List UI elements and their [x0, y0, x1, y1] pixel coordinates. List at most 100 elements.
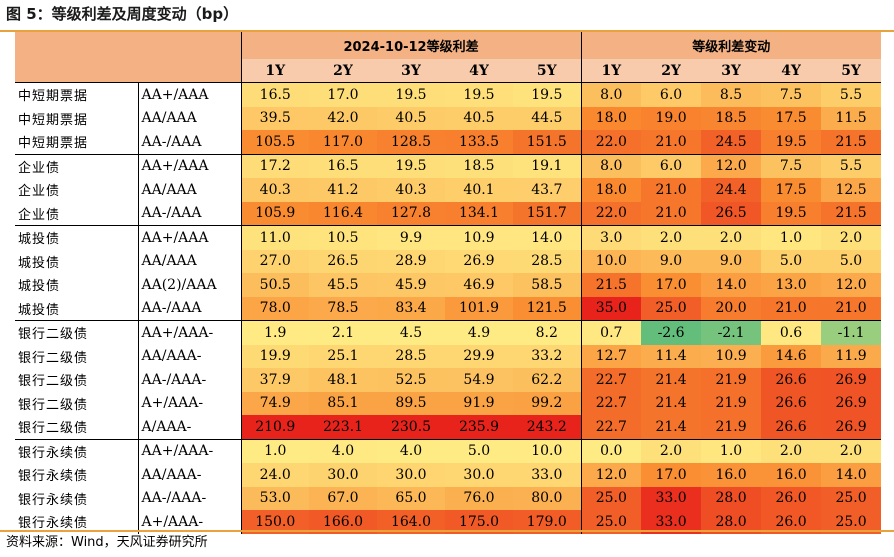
spread-cell: 121.5: [513, 296, 582, 321]
header-row-tenor: 1Y 2Y 3Y 4Y 5Y 1Y 2Y 3Y 4Y 5Y: [15, 59, 882, 83]
spread-cell: 128.5: [377, 130, 445, 154]
spread-cell: 48.1: [309, 368, 377, 392]
spread-cell: 99.2: [513, 391, 582, 415]
spread-cell: 14.0: [513, 225, 582, 250]
change-cell: 3.0: [580, 225, 642, 250]
spread-cell: 25.1: [309, 344, 377, 368]
table-row: 中短期票据 AA/AAA 39.5 42.0 40.5 40.5 44.5 18.0 19.0 1…: [15, 106, 882, 130]
change-cell: 0.0: [580, 438, 642, 463]
spread-cell: 243.2: [513, 415, 582, 439]
table-row: 中短期票据 AA-/AAA 105.5 117.0 128.5 133.5 151.5 22.…: [15, 130, 882, 154]
change-cell: 7.5: [761, 153, 822, 178]
spread-cell: 4.0: [309, 438, 377, 463]
spread-cell: 105.9: [240, 201, 309, 226]
spread-cell: 151.5: [513, 130, 582, 154]
table-row: 银行永续债 AA/AAA- 24.0 30.0 30.0 30.0 33.0 12.0 17.0…: [15, 463, 882, 487]
spread-cell: 33.2: [513, 344, 582, 368]
rating-pair-label: AA/AAA-: [141, 466, 202, 483]
change-cell: 22.7: [580, 368, 642, 392]
spread-tenor-header: 2Y: [309, 59, 377, 83]
table-row: 企业债 AA/AAA 40.3 41.2 40.3 40.1 43.7 18.0 21.0 24.…: [15, 178, 882, 202]
change-cell: 0.6: [761, 320, 822, 345]
change-cell: 12.7: [580, 344, 642, 368]
change-cell: 1.0: [701, 438, 762, 463]
spread-cell: 16.5: [240, 82, 309, 107]
spread-cell: 89.5: [377, 391, 445, 415]
spread-cell: 19.5: [377, 82, 445, 107]
change-cell: 21.9: [701, 368, 762, 392]
change-cell: 5.0: [821, 249, 882, 273]
spread-cell: 18.5: [445, 153, 513, 178]
spread-cell: 2.1: [309, 320, 377, 345]
table-row: 城投债 AA+/AAA 11.0 10.5 9.9 10.9 14.0 3.0 2.0 2.0 1.…: [15, 225, 882, 250]
bond-type-label: 银行永续债: [15, 486, 139, 510]
change-cell: 2.0: [821, 225, 882, 250]
spread-group-header: 2024-10-12等级利差: [240, 32, 582, 59]
spread-cell: 91.9: [445, 391, 513, 415]
spread-cell: 16.5: [309, 153, 377, 178]
spread-cell: 85.1: [309, 391, 377, 415]
change-cell: 26.0: [761, 510, 822, 534]
spread-cell: 17.2: [240, 153, 309, 178]
rating-pair-label: A+/AAA-: [141, 513, 204, 530]
spread-cell: 10.5: [309, 225, 377, 250]
change-cell: 33.0: [641, 486, 702, 510]
change-cell: -2.1: [701, 320, 762, 345]
change-cell: 1.0: [761, 225, 822, 250]
spread-cell: 26.9: [445, 249, 513, 273]
bond-type-label: 银行二级债: [15, 415, 139, 439]
change-cell: 13.0: [761, 273, 822, 297]
change-cell: 24.5: [701, 130, 762, 154]
change-cell: 26.9: [821, 391, 882, 415]
change-cell: 26.6: [761, 368, 822, 392]
change-cell: 12.0: [821, 273, 882, 297]
change-cell: 2.0: [761, 438, 822, 463]
spread-cell: 235.9: [445, 415, 513, 439]
change-cell: 5.0: [761, 249, 822, 273]
change-cell: 21.0: [761, 296, 822, 321]
spread-cell: 52.5: [377, 368, 445, 392]
change-cell: 7.5: [761, 82, 822, 107]
spread-cell: 40.3: [377, 178, 445, 202]
spread-cell: 1.9: [240, 320, 309, 345]
spread-cell: 175.0: [445, 510, 513, 534]
spread-cell: 133.5: [445, 130, 513, 154]
change-cell: 28.0: [701, 486, 762, 510]
change-cell: 25.0: [821, 510, 882, 534]
change-cell: 9.0: [641, 249, 702, 273]
table-row: 中短期票据 AA+/AAA 16.5 17.0 19.5 19.5 19.5 8.0 6.0 8.…: [15, 82, 882, 107]
rating-pair-label: AA-/AAA-: [141, 371, 207, 388]
spread-cell: 17.0: [309, 82, 377, 107]
spread-cell: 19.5: [377, 153, 445, 178]
change-cell: 22.7: [580, 391, 642, 415]
change-cell: 21.5: [580, 273, 642, 297]
change-tenor-header: 1Y: [580, 59, 642, 83]
table-row: 城投债 AA/AAA 27.0 26.5 28.9 26.9 28.5 10.0 9.0 9.0 5…: [15, 249, 882, 273]
bond-type-label: 中短期票据: [15, 82, 139, 107]
spread-cell: 53.0: [240, 486, 309, 510]
spread-cell: 19.1: [513, 153, 582, 178]
spread-cell: 40.3: [240, 178, 309, 202]
change-cell: 12.0: [580, 463, 642, 487]
change-cell: 5.5: [821, 153, 882, 178]
change-cell: 26.9: [821, 415, 882, 439]
spread-cell: 78.0: [240, 296, 309, 321]
change-cell: 5.5: [821, 82, 882, 107]
spread-cell: 105.5: [240, 130, 309, 154]
change-cell: 17.0: [641, 463, 702, 487]
bond-type-label: 城投债: [15, 225, 139, 250]
rating-pair-label: AA/AAA: [141, 181, 197, 198]
change-cell: 22.0: [580, 130, 642, 154]
spread-cell: 4.9: [445, 320, 513, 345]
change-cell: 17.5: [761, 178, 822, 202]
change-cell: 24.4: [701, 178, 762, 202]
spread-cell: 67.0: [309, 486, 377, 510]
spread-cell: 230.5: [377, 415, 445, 439]
change-cell: 12.5: [821, 178, 882, 202]
rating-pair-label: AA-/AAA-: [141, 490, 207, 507]
bond-type-label: 企业债: [15, 153, 139, 178]
title-rule: [0, 30, 894, 32]
spread-cell: 28.5: [377, 344, 445, 368]
bottom-rule: [0, 530, 894, 532]
spread-cell: 117.0: [309, 130, 377, 154]
